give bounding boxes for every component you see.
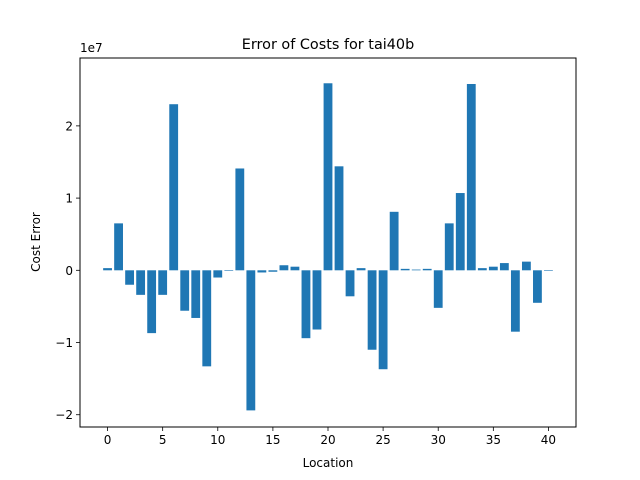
bar-11 [224, 270, 234, 271]
x-tick-label: 35 [486, 433, 501, 447]
x-tick-label: 25 [375, 433, 390, 447]
x-tick-label: 10 [210, 433, 225, 447]
bar-16 [279, 265, 289, 271]
bar-24 [367, 270, 377, 350]
bar-39 [533, 270, 542, 303]
x-axis-ticks: 0 5 10 15 20 25 30 35 40 [104, 427, 556, 447]
bar-28 [411, 269, 421, 271]
bar-34 [477, 268, 487, 271]
bar-29 [422, 268, 432, 271]
y-tick-label: −1 [55, 336, 73, 350]
bar-17 [290, 266, 300, 271]
bar-22 [345, 270, 355, 297]
bar-35 [488, 266, 498, 271]
x-tick-label: 20 [320, 433, 335, 447]
y-axis-label: Cost Error [29, 212, 43, 272]
y-tick-label: −2 [55, 408, 73, 422]
bar-25 [378, 270, 388, 370]
bar-14 [257, 270, 267, 273]
bar-1 [114, 223, 123, 271]
bar-4 [147, 270, 157, 334]
bar-9 [202, 270, 212, 367]
x-axis-label: Location [303, 456, 354, 470]
bar-10 [213, 270, 223, 278]
bar-13 [246, 270, 256, 411]
x-tick-label: 30 [431, 433, 446, 447]
bar-33 [466, 83, 476, 271]
y-tick-label: 1 [65, 192, 73, 206]
bar-32 [455, 193, 465, 271]
x-tick-label: 40 [541, 433, 556, 447]
bar-21 [334, 166, 344, 271]
bar-40 [544, 270, 553, 271]
bar-27 [400, 268, 410, 271]
bar-8 [191, 270, 201, 318]
bar-2 [125, 270, 135, 285]
bar-26 [389, 211, 399, 271]
bar-12 [235, 168, 245, 271]
bar-37 [510, 270, 520, 332]
x-tick-label: 5 [159, 433, 167, 447]
bar-30 [433, 270, 443, 308]
bars-group [103, 83, 553, 411]
bar-15 [268, 270, 278, 272]
bar-0 [103, 268, 112, 271]
bar-5 [158, 270, 168, 295]
bar-31 [444, 223, 454, 271]
y-tick-label: 0 [65, 264, 73, 278]
y-axis-offset-label: 1e7 [80, 41, 103, 55]
bar-38 [521, 261, 531, 271]
bar-18 [301, 270, 311, 339]
bar-7 [180, 270, 190, 311]
bar-36 [499, 263, 509, 271]
bar-6 [169, 104, 179, 271]
y-tick-label: 2 [65, 119, 73, 133]
bar-19 [312, 270, 322, 330]
x-tick-label: 15 [265, 433, 280, 447]
bar-20 [323, 83, 333, 271]
bar-23 [356, 268, 366, 271]
chart-title: Error of Costs for tai40b [242, 37, 414, 53]
bar-3 [136, 270, 146, 295]
y-axis-ticks: −2 −1 0 1 2 [55, 119, 80, 422]
x-tick-label: 0 [104, 433, 112, 447]
